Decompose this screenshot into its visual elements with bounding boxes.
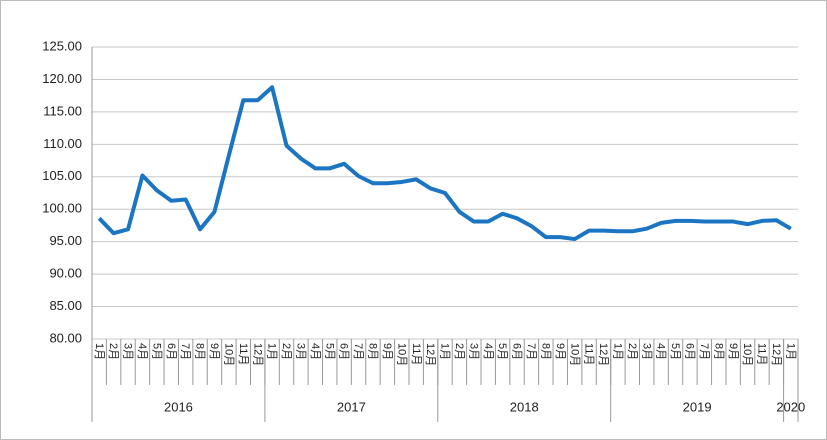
x-tick-label: 12月 (770, 343, 782, 366)
x-tick-label: 6月 (511, 343, 523, 360)
x-tick-label: 7月 (698, 343, 710, 360)
x-tick-label: 8月 (194, 343, 206, 360)
x-tick-label: 1月 (611, 343, 623, 360)
x-tick-label: 4月 (136, 343, 148, 360)
x-tick-label: 1月 (266, 343, 278, 360)
x-tick-label: 11月 (583, 343, 595, 365)
y-tick-label: 120.00 (42, 71, 82, 86)
x-tick-label: 9月 (727, 343, 739, 360)
x-tick-label: 3月 (467, 343, 479, 360)
x-tick-label: 11月 (410, 343, 422, 365)
x-tick-label: 12月 (251, 343, 263, 366)
x-tick-label: 6月 (338, 343, 350, 360)
x-tick-label: 1月 (784, 343, 796, 360)
y-tick-label: 85.00 (49, 298, 82, 313)
y-tick-label: 110.00 (43, 136, 82, 151)
x-tick-label: 5月 (669, 343, 681, 360)
x-tick-label: 4月 (482, 343, 494, 360)
x-tick-label: 3月 (122, 343, 134, 360)
y-tick-label: 100.00 (42, 201, 82, 216)
x-tick-label: 7月 (352, 343, 364, 360)
x-tick-label: 10月 (222, 343, 234, 366)
x-tick-label: 8月 (712, 343, 724, 360)
x-tick-label: 1月 (439, 343, 451, 360)
x-tick-label: 2月 (280, 343, 292, 360)
x-tick-label: 10月 (741, 343, 753, 366)
x-tick-label: 11月 (237, 343, 249, 365)
x-tick-label: 10月 (568, 343, 580, 366)
x-tick-label: 12月 (597, 343, 609, 366)
x-tick-label: 2月 (107, 343, 119, 360)
x-tick-label: 6月 (684, 343, 696, 360)
x-tick-label: 4月 (655, 343, 667, 360)
x-tick-label: 12月 (424, 343, 436, 366)
x-tick-label: 5月 (496, 343, 508, 360)
x-tick-label: 9月 (554, 343, 566, 360)
x-tick-label: 4月 (309, 343, 321, 360)
x-tick-label: 9月 (208, 343, 220, 360)
y-tick-label: 125.00 (42, 38, 82, 53)
x-tick-label: 3月 (640, 343, 652, 360)
group-label: 2018 (510, 399, 539, 414)
y-tick-label: 105.00 (42, 168, 82, 183)
x-tick-label: 1月 (93, 343, 105, 360)
x-tick-label: 7月 (525, 343, 537, 360)
group-label: 2016 (164, 399, 193, 414)
x-tick-label: 8月 (539, 343, 551, 360)
y-tick-label: 90.00 (49, 266, 82, 281)
x-tick-label: 2月 (453, 343, 465, 360)
x-tick-label: 8月 (367, 343, 379, 360)
group-label: 2017 (337, 399, 366, 414)
data-line (97, 85, 792, 242)
x-tick-label: 11月 (756, 343, 768, 365)
x-tick-label: 6月 (165, 343, 177, 360)
x-tick-label: 10月 (395, 343, 407, 366)
group-label: 2019 (683, 399, 712, 414)
group-label: 2020 (776, 399, 805, 414)
x-tick-label: 2月 (626, 343, 638, 360)
y-tick-label: 95.00 (49, 233, 82, 248)
x-tick-label: 9月 (381, 343, 393, 360)
x-tick-label: 5月 (150, 343, 162, 360)
x-tick-label: 5月 (323, 343, 335, 360)
y-tick-label: 80.00 (49, 330, 82, 345)
x-tick-label: 7月 (179, 343, 191, 360)
x-tick-label: 3月 (295, 343, 307, 360)
y-tick-label: 115.00 (43, 103, 82, 118)
